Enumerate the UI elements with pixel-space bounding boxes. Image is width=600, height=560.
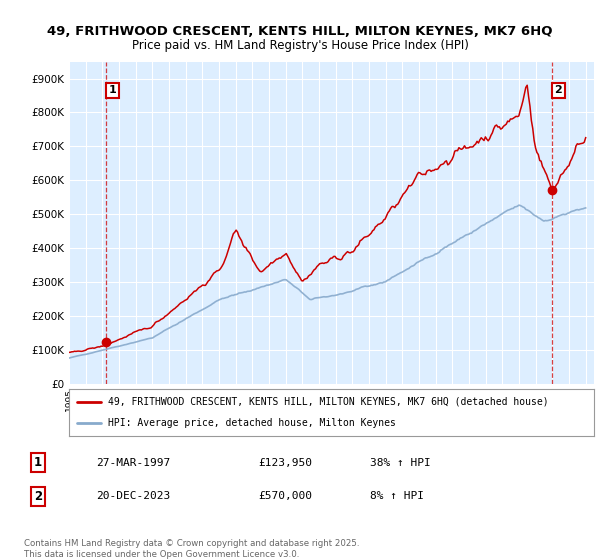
- Text: 38% ↑ HPI: 38% ↑ HPI: [370, 458, 431, 468]
- Text: 2: 2: [34, 489, 42, 503]
- Text: 27-MAR-1997: 27-MAR-1997: [97, 458, 171, 468]
- Text: 49, FRITHWOOD CRESCENT, KENTS HILL, MILTON KEYNES, MK7 6HQ (detached house): 49, FRITHWOOD CRESCENT, KENTS HILL, MILT…: [109, 396, 549, 407]
- Text: 2: 2: [554, 86, 562, 95]
- Text: HPI: Average price, detached house, Milton Keynes: HPI: Average price, detached house, Milt…: [109, 418, 396, 428]
- Text: Price paid vs. HM Land Registry's House Price Index (HPI): Price paid vs. HM Land Registry's House …: [131, 39, 469, 52]
- Text: 20-DEC-2023: 20-DEC-2023: [97, 491, 171, 501]
- Text: 8% ↑ HPI: 8% ↑ HPI: [370, 491, 424, 501]
- Text: 49, FRITHWOOD CRESCENT, KENTS HILL, MILTON KEYNES, MK7 6HQ: 49, FRITHWOOD CRESCENT, KENTS HILL, MILT…: [47, 25, 553, 38]
- Text: Contains HM Land Registry data © Crown copyright and database right 2025.
This d: Contains HM Land Registry data © Crown c…: [24, 539, 359, 559]
- Text: £123,950: £123,950: [259, 458, 313, 468]
- Text: 1: 1: [34, 456, 42, 469]
- Text: 1: 1: [109, 86, 116, 95]
- Text: £570,000: £570,000: [259, 491, 313, 501]
